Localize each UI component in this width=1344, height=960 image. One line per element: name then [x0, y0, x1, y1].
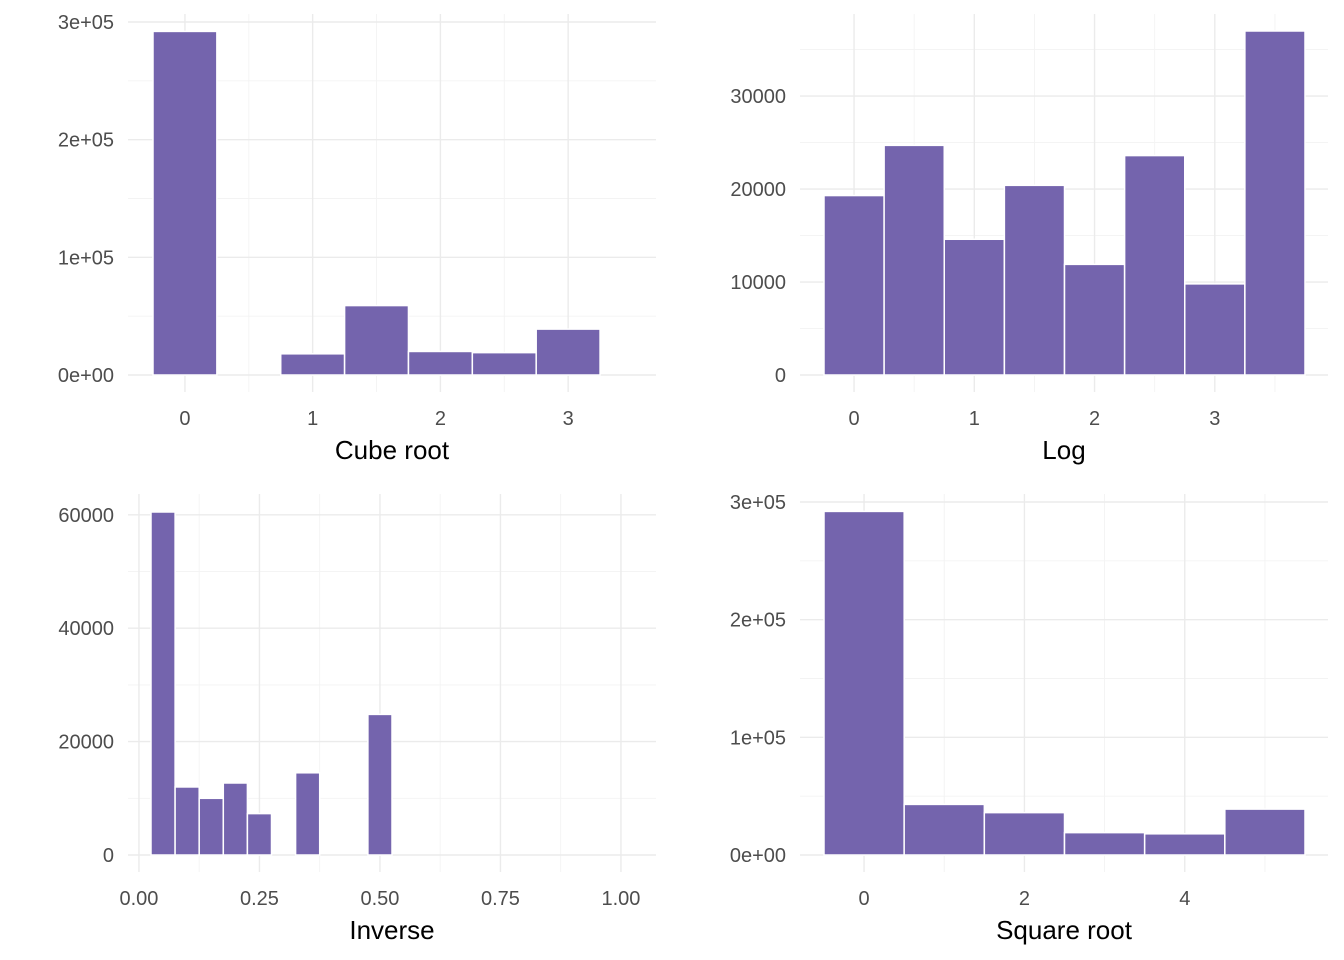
histogram-bar [407, 350, 474, 376]
x-tick-label: 1 [969, 408, 980, 430]
y-tick-label: 0 [103, 845, 114, 867]
y-tick-label: 3e+05 [58, 12, 114, 34]
x-tick-label: 0.25 [240, 888, 279, 910]
y-tick-label: 1e+05 [730, 727, 786, 749]
y-tick-label: 10000 [730, 272, 786, 294]
x-tick-label: 2 [1089, 408, 1100, 430]
y-tick-label: 0 [775, 365, 786, 387]
histogram-bar [823, 194, 885, 376]
y-tick-label: 20000 [730, 179, 786, 201]
x-tick-label: 2 [435, 408, 446, 430]
histogram-bar [1063, 831, 1146, 856]
histogram-bar [174, 786, 200, 856]
x-tick-label: 0.50 [360, 888, 399, 910]
x-axis-title: Cube root [335, 435, 450, 465]
x-tick-label: 0.00 [119, 888, 158, 910]
y-tick-label: 20000 [58, 732, 114, 754]
histogram-bar [152, 30, 218, 376]
y-tick-label: 60000 [58, 505, 114, 527]
histogram-bar [1123, 154, 1186, 376]
panel-inverse: 0 20000 40000 60000 0.00 0.25 0.50 0.75 1.00 Inve… [58, 494, 656, 945]
histogram-bar [150, 511, 176, 856]
y-tick-label: 0e+00 [730, 845, 786, 867]
panel-cube-root: 0e+00 1e+05 2e+05 3e+05 0 1 2 3 Cube root [58, 12, 656, 465]
histogram-bar [823, 510, 905, 856]
histogram-bar [1244, 30, 1306, 376]
histogram-bar [1063, 263, 1126, 376]
histogram-bar [983, 811, 1066, 856]
x-axis-title: Inverse [349, 915, 434, 945]
histogram-bar [198, 797, 225, 856]
histogram-bar [883, 144, 945, 376]
x-axis-title: Log [1042, 435, 1085, 465]
x-tick-label: 1.00 [601, 888, 640, 910]
histogram-bar [1224, 808, 1306, 856]
x-axis-title: Square root [996, 915, 1133, 945]
x-tick-label: 3 [1209, 408, 1220, 430]
histogram-bar [1003, 184, 1066, 376]
histogram-bar [903, 803, 986, 856]
histogram-bar [294, 772, 321, 856]
y-tick-label: 3e+05 [730, 492, 786, 514]
x-tick-label: 0.75 [481, 888, 520, 910]
x-tick-label: 0 [179, 408, 190, 430]
y-tick-label: 1e+05 [58, 247, 114, 269]
y-tick-label: 2e+05 [730, 610, 786, 632]
panel-square-root: 0e+00 1e+05 2e+05 3e+05 0 2 4 Square root [730, 492, 1328, 945]
y-tick-label: 2e+05 [58, 130, 114, 152]
histogram-bar [1184, 283, 1246, 376]
x-tick-label: 2 [1019, 888, 1030, 910]
x-tick-label: 0 [859, 888, 870, 910]
y-tick-label: 40000 [58, 618, 114, 640]
histogram-bar [535, 328, 601, 376]
x-tick-label: 1 [307, 408, 318, 430]
histogram-bar [471, 351, 537, 376]
x-tick-label: 4 [1179, 888, 1190, 910]
y-tick-label: 30000 [730, 86, 786, 108]
histogram-bar [367, 713, 393, 856]
histogram-bar [1143, 833, 1226, 856]
y-tick-label: 0e+00 [58, 365, 114, 387]
histogram-bar [246, 812, 273, 856]
histogram-bar [943, 238, 1006, 376]
x-tick-label: 3 [563, 408, 574, 430]
panel-log: 0 10000 20000 30000 0 1 2 3 Log [730, 14, 1328, 465]
histogram-bar [343, 304, 410, 376]
histogram-bar [222, 782, 249, 856]
histogram-bar [279, 353, 346, 376]
x-tick-label: 0 [849, 408, 860, 430]
